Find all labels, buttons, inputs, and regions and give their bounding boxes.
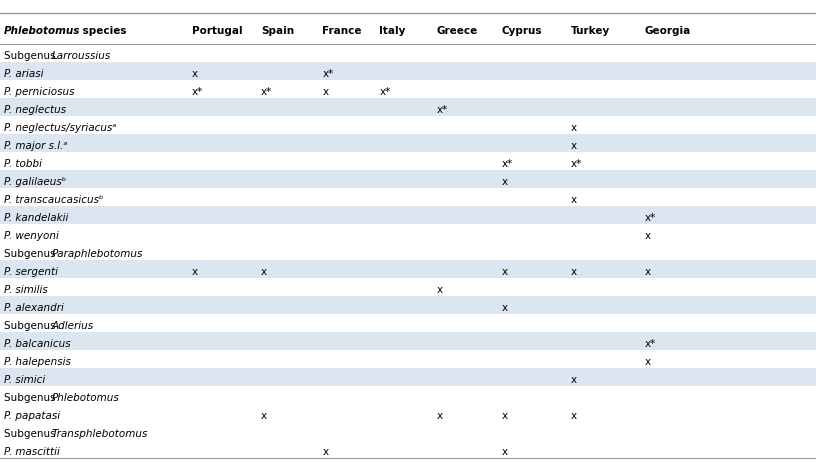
Text: Georgia: Georgia [645,26,691,36]
Text: x*: x* [502,158,513,169]
Bar [0,63,816,81]
Text: x: x [571,266,578,276]
Text: x: x [322,446,329,456]
Text: P. mascittii: P. mascittii [4,446,60,456]
Text: P. galilaeusᵇ: P. galilaeusᵇ [4,176,66,187]
Bar [0,350,816,369]
Text: Subgenus: Subgenus [4,320,59,330]
Bar [0,369,816,387]
Text: Paraphlebotomus: Paraphlebotomus [51,248,143,258]
Text: x: x [571,123,578,132]
Bar [0,225,816,243]
Text: x: x [502,266,508,276]
Bar [0,440,816,458]
Text: x: x [571,374,578,384]
Text: Subgenus: Subgenus [4,392,59,402]
Bar [0,261,816,279]
Text: x*: x* [379,87,391,97]
Bar [0,279,816,297]
Text: x: x [502,410,508,420]
Text: x*: x* [322,69,334,79]
Text: P. kandelakii: P. kandelakii [4,213,69,222]
Text: x: x [571,141,578,150]
Text: x*: x* [437,105,448,115]
Text: x: x [261,410,268,420]
Text: P. wenyoni: P. wenyoni [4,231,59,240]
Text: P. neglectus/syriacusᵃ: P. neglectus/syriacusᵃ [4,123,117,132]
Text: x: x [192,69,198,79]
Text: x*: x* [571,158,583,169]
Text: P. ariasi: P. ariasi [4,69,43,79]
Text: P. neglectus: P. neglectus [4,105,66,115]
Text: x: x [645,231,651,240]
Bar [0,333,816,350]
Bar [0,99,816,117]
Bar [0,422,816,440]
Text: France: France [322,26,361,36]
Text: x: x [645,356,651,366]
Text: P. balcanicus: P. balcanicus [4,338,71,348]
Text: x: x [502,446,508,456]
Text: Transphlebotomus: Transphlebotomus [51,428,148,438]
Text: species: species [79,26,126,36]
Text: P. papatasi: P. papatasi [4,410,60,420]
Text: Subgenus: Subgenus [4,51,59,61]
Bar [0,117,816,135]
Text: x: x [261,266,268,276]
Text: Subgenus: Subgenus [4,248,59,258]
Text: P. major s.l.ᵃ: P. major s.l.ᵃ [4,141,68,150]
Bar [0,243,816,261]
Text: x: x [322,87,329,97]
Bar [0,14,816,45]
Text: P. transcaucasicusᵇ: P. transcaucasicusᵇ [4,194,104,205]
Text: P. perniciosus: P. perniciosus [4,87,74,97]
Text: Cyprus: Cyprus [502,26,543,36]
Text: x: x [437,410,443,420]
Text: Phlebotomus: Phlebotomus [4,26,81,36]
Bar [0,189,816,207]
Text: P. sergenti: P. sergenti [4,266,58,276]
Text: Portugal: Portugal [192,26,242,36]
Text: Adlerius: Adlerius [51,320,94,330]
Text: Subgenus: Subgenus [4,428,59,438]
Bar [0,45,816,63]
Text: P. halepensis: P. halepensis [4,356,71,366]
Text: Larroussius: Larroussius [51,51,111,61]
Text: x: x [502,302,508,312]
Text: P. alexandri: P. alexandri [4,302,64,312]
Text: x: x [437,284,443,294]
Bar [0,171,816,189]
Text: Italy: Italy [379,26,406,36]
Text: Turkey: Turkey [571,26,610,36]
Text: x*: x* [192,87,203,97]
Bar [0,153,816,171]
Bar [0,81,816,99]
Bar [0,297,816,315]
Bar [0,315,816,333]
Text: Greece: Greece [437,26,478,36]
Text: P. simici: P. simici [4,374,46,384]
Text: x: x [571,410,578,420]
Text: x: x [502,176,508,187]
Bar [0,405,816,422]
Bar [0,135,816,153]
Text: P. similis: P. similis [4,284,48,294]
Text: x*: x* [261,87,273,97]
Text: x*: x* [645,338,656,348]
Text: Phlebotomus: Phlebotomus [51,392,119,402]
Bar [0,207,816,225]
Text: P. tobbi: P. tobbi [4,158,42,169]
Text: x: x [571,194,578,205]
Text: Spain: Spain [261,26,295,36]
Text: x: x [645,266,651,276]
Bar [0,387,816,405]
Text: x*: x* [645,213,656,222]
Text: x: x [192,266,198,276]
